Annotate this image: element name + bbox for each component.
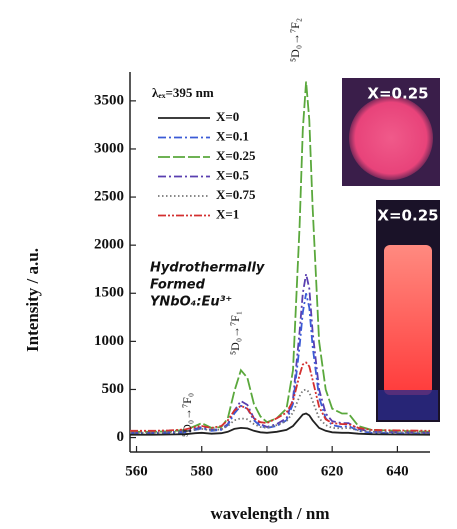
transition-label: ⁵D₀→⁷F₀ [180,393,194,437]
inset-photo-1: X=0.25 [342,78,440,186]
y-tick-label: 1500 [94,285,124,301]
legend-label: X=0.5 [216,167,250,182]
series-line [130,293,431,435]
y-tick-label: 0 [117,429,125,445]
y-axis-label: Intensity / a.u. [23,248,42,352]
y-tick-label: 3000 [94,140,124,156]
y-tick-label: 2000 [94,237,124,253]
x-tick-label: 600 [256,463,279,479]
y-tick-label: 2500 [94,189,124,205]
legend-label: X=1 [216,206,239,221]
annotation: YNbO₄:Eu³⁺ [150,295,232,310]
inset-photo-2: X=0.25 [376,200,440,422]
series-line [130,81,431,433]
transition-label: ⁵D₀→⁷F₁ [228,311,242,355]
legend-title: λₑₓ=395 nm [152,85,214,100]
x-tick-label: 560 [125,463,148,479]
inset-label: X=0.25 [377,207,438,225]
x-tick-label: 640 [386,463,409,479]
annotation: Hydrothermally [150,261,265,276]
series-line [130,273,431,434]
legend-label: X=0.25 [216,148,256,163]
y-tick-label: 1000 [94,333,124,349]
series-line [130,412,431,436]
inset-label: X=0.25 [367,85,428,103]
legend-label: X=0.1 [216,128,249,143]
y-tick-label: 3500 [94,92,124,108]
x-tick-label: 620 [321,463,344,479]
series-line [130,361,431,432]
transition-label: ⁵D₀→⁷F₂ [288,18,302,62]
x-tick-label: 580 [190,463,213,479]
legend-label: X=0.75 [216,187,256,202]
x-axis-label: wavelength / nm [211,504,330,523]
annotation: Formed [150,278,206,293]
legend-label: X=0 [216,109,239,124]
y-tick-label: 500 [102,381,125,397]
